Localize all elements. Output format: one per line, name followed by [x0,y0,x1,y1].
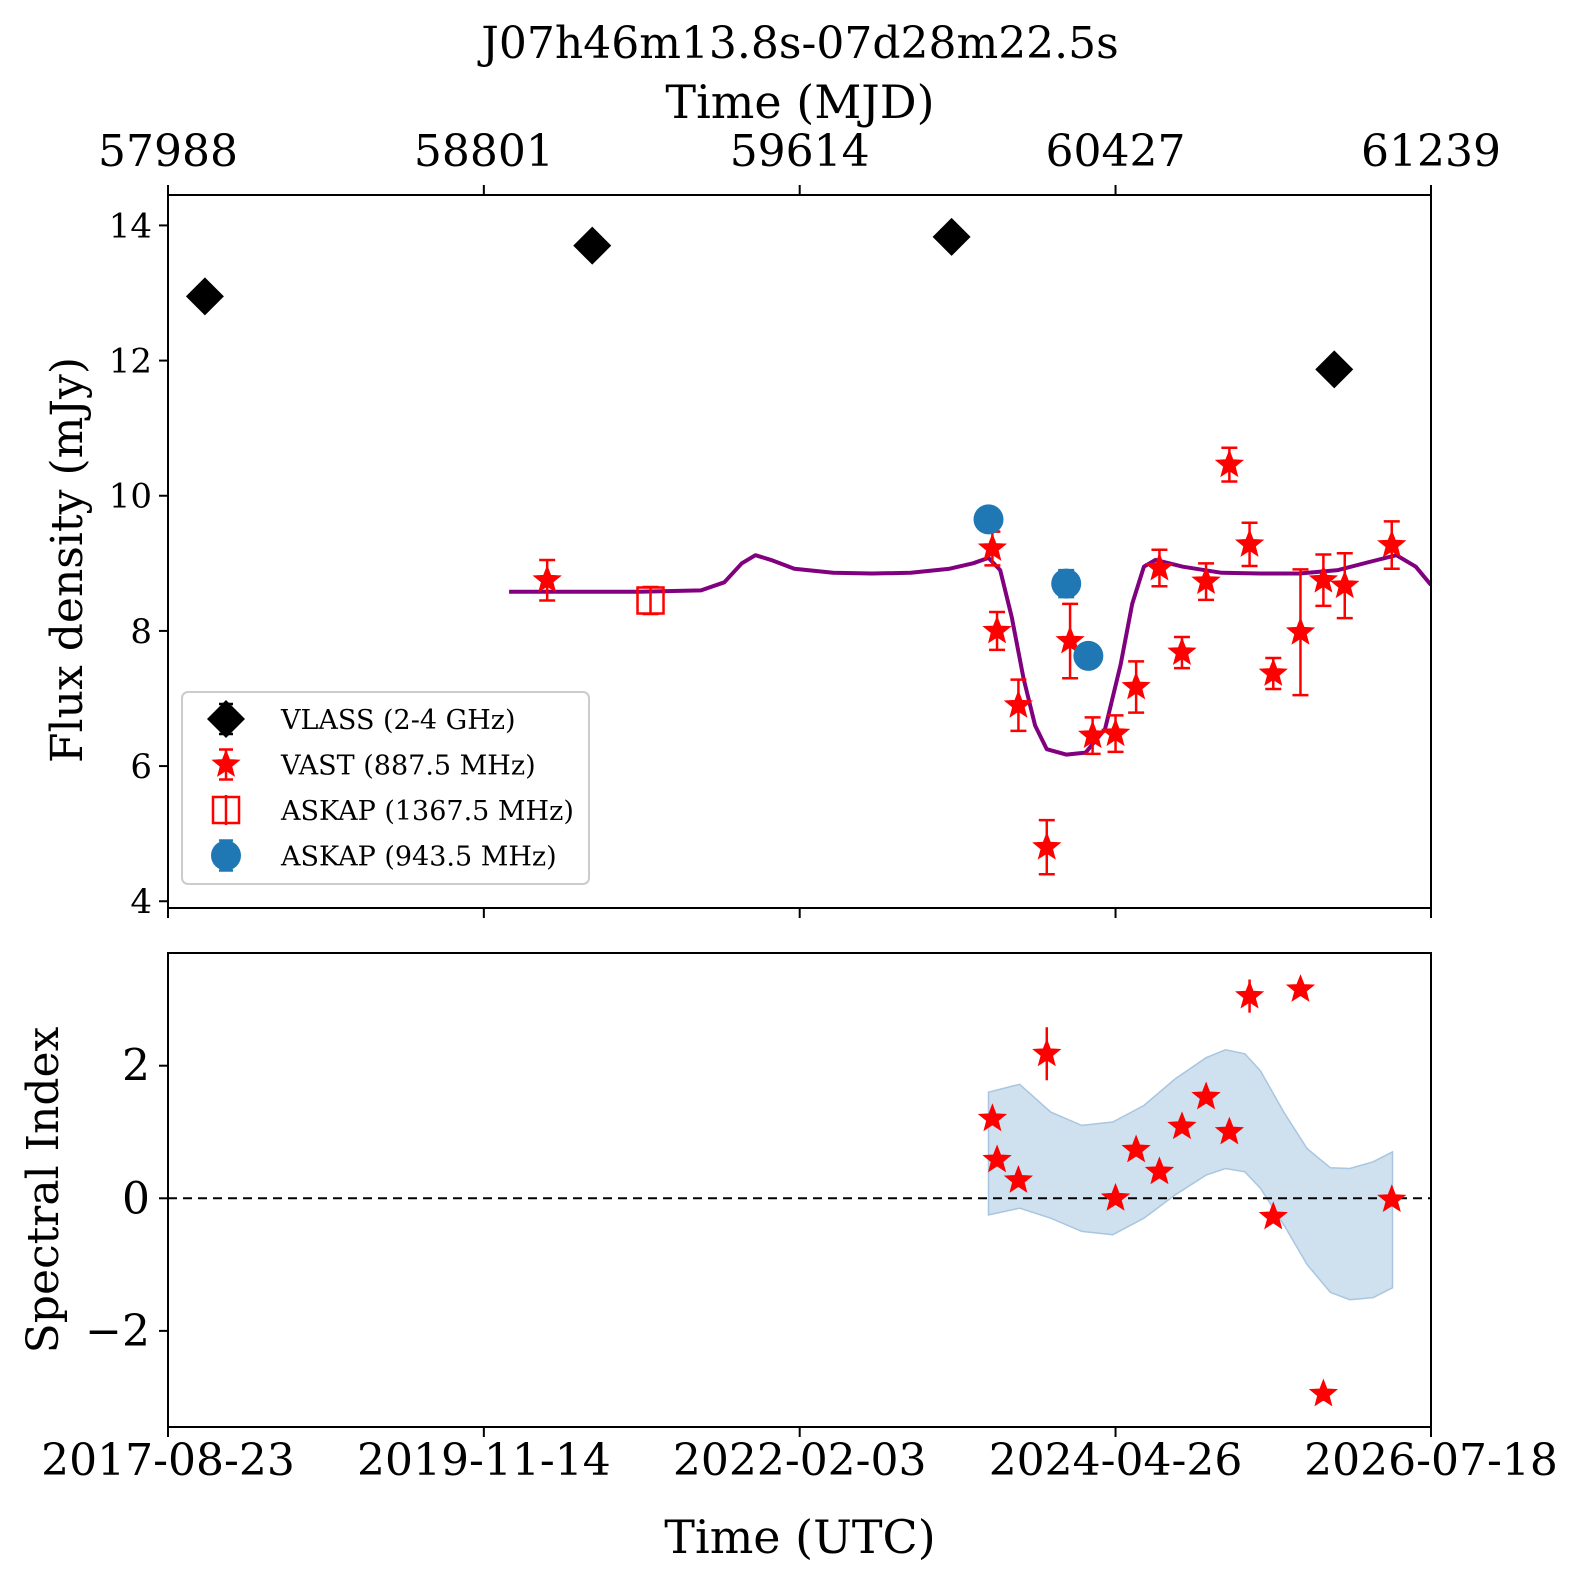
data-point [185,277,224,316]
series-askap-2 [636,585,665,616]
top-tick-label: 57988 [98,126,238,177]
x-tick-label: 2026-07-18 [1304,1435,1558,1486]
data-point [1003,689,1034,718]
legend-item: ASKAP (943.5 MHz) [211,839,557,873]
series-askap-3 [973,504,1104,671]
data-point [1191,566,1221,595]
data-point [573,226,612,265]
data-point [1144,552,1175,581]
y-tick-label: 4 [130,882,152,922]
data-point [1121,671,1151,700]
data-point [1055,625,1085,654]
legend-marker [207,700,245,738]
legend-item: VLASS (2-4 GHz) [207,700,516,738]
x-axis-label: Time (UTC) [664,1510,935,1564]
data-point [1003,1165,1034,1193]
spectral-plot-frame [167,952,1432,1428]
data-point [1214,449,1245,478]
top-tick-label: 61239 [1361,126,1501,177]
flux-panel: 4 6 8 10 12 14 57988 58801 59614 60427 61239 VLASS… [98,126,1501,922]
legend-frame [181,691,590,885]
data-point [636,586,665,615]
data-point [1100,718,1131,747]
data-point [1100,1182,1131,1211]
data-point [1032,831,1062,860]
data-point [1330,570,1360,599]
data-point [1032,1038,1062,1067]
data-point [1077,720,1108,749]
chart-title: J07h46m13.8s-07d28m22.5s [477,18,1119,69]
data-point [1315,350,1354,389]
top-tick-label: 60427 [1046,126,1186,177]
y-tick-label: −2 [85,1306,150,1357]
y-tick-label: 0 [122,1173,150,1224]
series-vlass-0 [185,217,1354,389]
data-point [1285,974,1316,1002]
flux-y-axis-label: Flux density (mJy) [42,357,93,763]
y-tick-label: 6 [130,747,152,787]
data-point [1144,1156,1175,1185]
data-point [1377,529,1407,558]
data-point [1073,640,1104,671]
legend-label: VAST (887.5 MHz) [280,751,536,782]
data-point [1258,1201,1288,1230]
series-vast-1 [532,446,1407,876]
top-tick-label: 59614 [730,126,870,177]
data-point [1121,1134,1151,1163]
legend-label: ASKAP (1367.5 MHz) [280,796,574,827]
legend-label: VLASS (2-4 GHz) [280,705,516,736]
legend: VLASS (2-4 GHz) VAST (887.5 MHz) ASKAP (13… [181,691,590,885]
x-tick-label: 2017-08-23 [41,1435,295,1486]
model-curve [509,553,1431,757]
data-point [973,504,1004,535]
data-point [1377,1184,1407,1213]
x-tick-label: 2019-11-14 [357,1435,611,1486]
legend-marker [211,749,241,777]
y-tick-label: 12 [109,342,152,382]
data-point [1167,1111,1197,1140]
legend-item: VAST (887.5 MHz) [211,748,536,782]
data-point [1234,529,1265,557]
data-point [932,217,971,256]
legend-item: ASKAP (1367.5 MHz) [211,795,574,827]
data-point [1234,980,1265,1009]
x-tick-label: 2022-02-03 [673,1435,927,1486]
y-tick-label: 14 [109,206,152,246]
data-point [977,1103,1008,1132]
spectral-panel: −2 0 2 2017-08-23 2019-11-14 2022-02-03 2024-0… [41,952,1558,1486]
data-point [1051,568,1082,599]
confidence-band [987,1049,1394,1301]
legend-marker [211,795,241,825]
y-tick-label: 2 [122,1041,150,1092]
top-tick-label: 58801 [414,126,554,177]
y-tick-label: 8 [130,612,152,652]
top-axis-label: Time (MJD) [665,75,934,129]
data-point [1308,1378,1339,1407]
data-point [977,533,1008,561]
data-point [1214,1116,1245,1145]
data-point [1308,564,1339,593]
data-point [1167,637,1197,666]
y-tick-label: 10 [109,477,152,517]
data-point [1258,658,1288,686]
data-point [982,1144,1012,1173]
data-point [1191,1081,1221,1110]
data-point [532,564,562,593]
legend-label: ASKAP (943.5 MHz) [280,842,557,873]
legend-marker [211,840,241,871]
data-point [982,615,1012,644]
x-tick-label: 2024-04-26 [989,1435,1243,1486]
spectral-y-axis-label: Spectral Index [18,1026,69,1353]
data-point [1285,616,1316,645]
series-spectral-index [977,974,1407,1407]
